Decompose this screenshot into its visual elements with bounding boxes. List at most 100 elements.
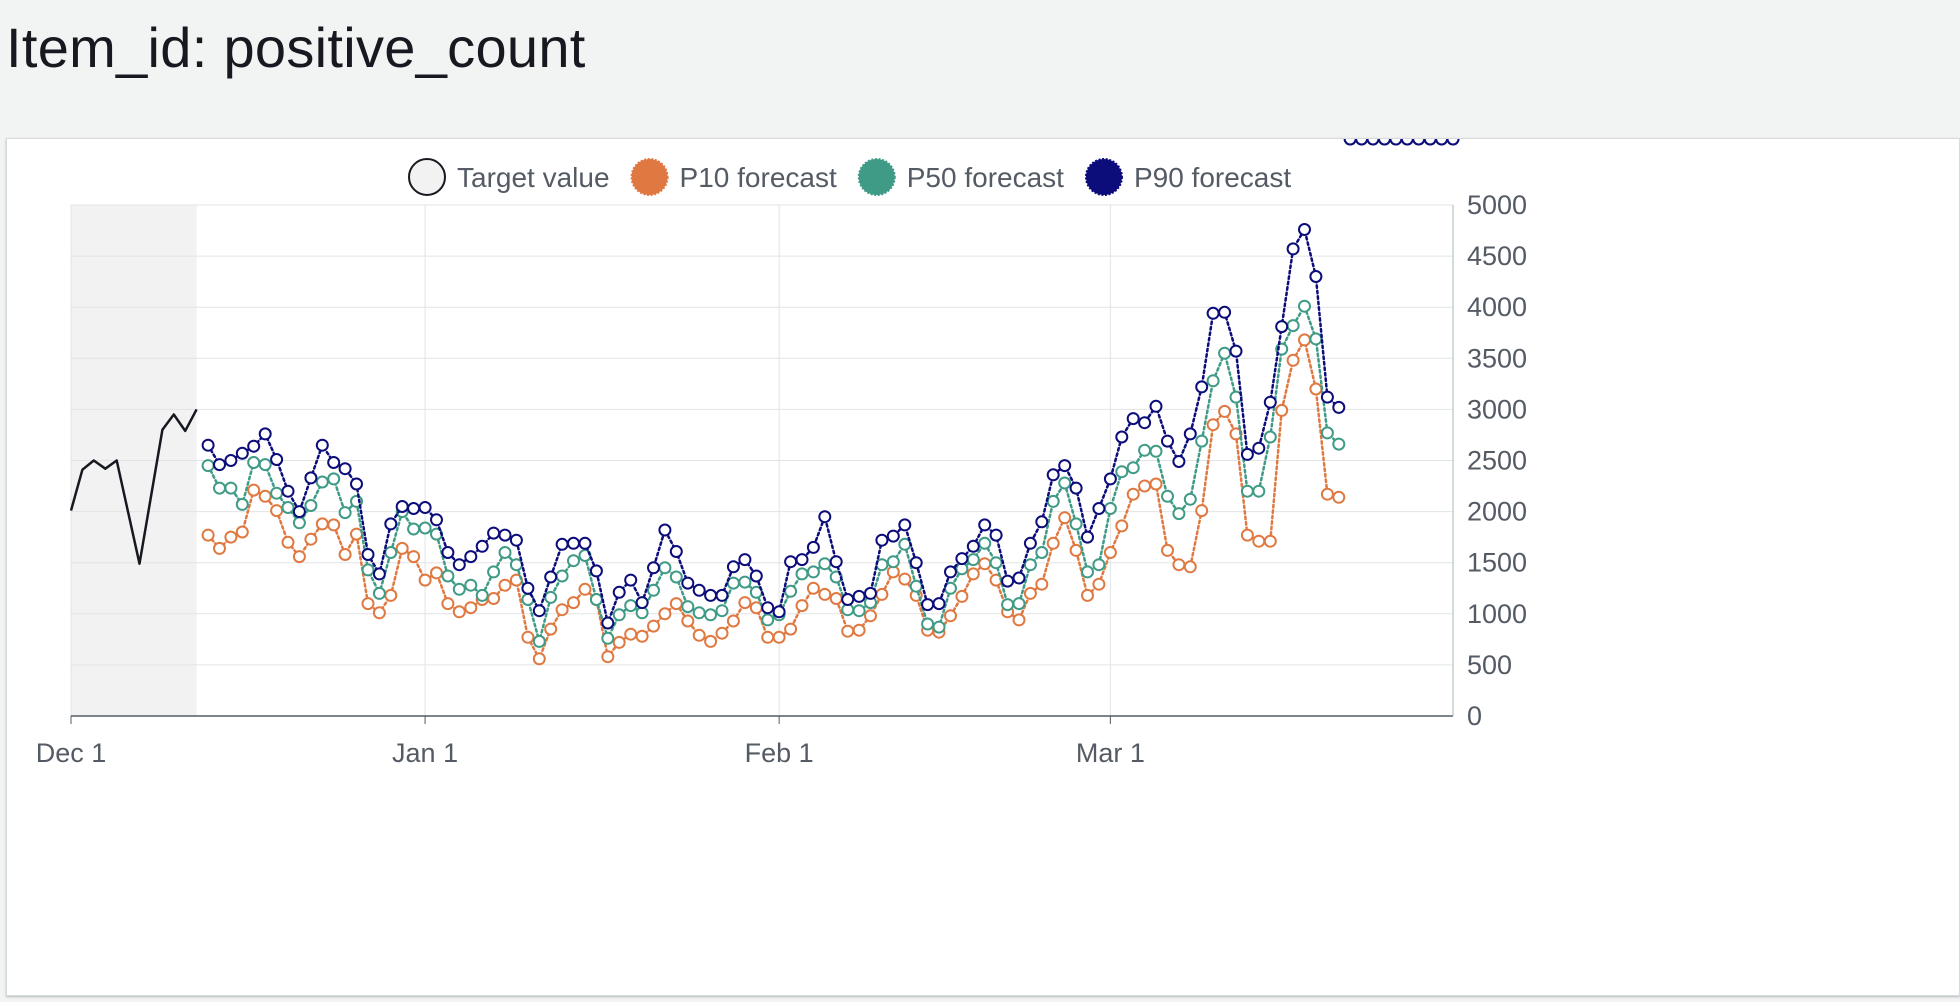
point-p90 xyxy=(875,533,889,547)
point-p10 xyxy=(715,626,729,640)
point-p90 xyxy=(1195,380,1209,394)
point-p50 xyxy=(784,584,798,598)
point-p90 xyxy=(567,536,580,550)
point-p90 xyxy=(395,500,409,513)
point-p90 xyxy=(612,585,626,599)
point-p50 xyxy=(1195,434,1209,448)
point-p50 xyxy=(1081,565,1094,579)
x-tick-label: Jan 1 xyxy=(392,738,458,768)
point-p50 xyxy=(281,501,295,514)
point-p90 xyxy=(795,553,809,567)
point-p10 xyxy=(658,607,672,621)
point-p10 xyxy=(1195,504,1209,518)
point-p10 xyxy=(864,609,877,623)
point-p90 xyxy=(1172,455,1186,468)
point-p10 xyxy=(1103,546,1117,559)
point-p90 xyxy=(555,537,569,551)
point-p90 xyxy=(601,616,615,630)
point-p50 xyxy=(647,583,660,597)
y-tick-label: 1500 xyxy=(1467,548,1527,578)
point-p10 xyxy=(1092,577,1106,591)
point-p10 xyxy=(1309,382,1323,396)
point-p10 xyxy=(966,567,980,581)
point-p50 xyxy=(978,536,992,550)
point-p10 xyxy=(795,599,809,613)
point-p10 xyxy=(372,606,386,620)
point-p50 xyxy=(1046,494,1060,508)
point-p10 xyxy=(509,573,523,587)
point-p90 xyxy=(761,601,775,615)
point-p90 xyxy=(1320,390,1334,404)
point-p90 xyxy=(944,565,957,579)
point-p90 xyxy=(589,564,603,578)
point-p90 xyxy=(1115,430,1129,444)
point-p90 xyxy=(384,517,398,531)
point-p50 xyxy=(1286,319,1300,333)
point-p50 xyxy=(464,578,478,592)
point-p90 xyxy=(898,518,912,532)
point-p10 xyxy=(1149,477,1163,491)
point-p90 xyxy=(1423,139,1437,146)
legend-label-target: Target value xyxy=(457,162,610,193)
point-p50 xyxy=(669,570,683,584)
point-p10 xyxy=(875,587,889,601)
point-p90 xyxy=(258,427,272,441)
point-p50 xyxy=(704,608,718,622)
point-p10 xyxy=(555,603,569,617)
point-p90 xyxy=(864,586,877,600)
legend-label-p50: P50 forecast xyxy=(907,162,1064,193)
point-p90 xyxy=(1149,399,1163,413)
point-p50 xyxy=(1161,489,1174,503)
point-p90 xyxy=(1069,481,1083,495)
point-p50 xyxy=(818,557,832,571)
point-p90 xyxy=(1309,270,1323,283)
point-p90 xyxy=(966,539,980,553)
point-p90 xyxy=(1218,305,1232,319)
point-p50 xyxy=(989,556,1003,570)
point-p90 xyxy=(544,570,558,584)
point-p50 xyxy=(1218,346,1232,360)
point-p10 xyxy=(1046,536,1060,550)
point-p10 xyxy=(955,589,969,603)
point-p90 xyxy=(1355,139,1369,146)
point-p90 xyxy=(681,576,695,590)
point-p90 xyxy=(1412,139,1426,146)
point-p90 xyxy=(772,605,786,619)
point-p10 xyxy=(898,572,912,586)
point-p90 xyxy=(213,458,226,472)
point-p90 xyxy=(224,454,238,467)
point-p50 xyxy=(761,613,775,627)
point-p90 xyxy=(829,555,843,569)
y-tick-label: 2000 xyxy=(1467,497,1527,527)
point-p10 xyxy=(1012,613,1026,627)
point-p10 xyxy=(1240,528,1254,542)
point-p90 xyxy=(624,573,638,587)
point-p10 xyxy=(1252,534,1266,548)
point-p90 xyxy=(784,555,798,569)
point-p90 xyxy=(498,528,512,542)
point-p50 xyxy=(201,459,215,473)
point-p50 xyxy=(555,569,569,583)
point-p90 xyxy=(1343,139,1357,146)
point-p90 xyxy=(818,510,832,524)
point-p10 xyxy=(726,614,740,628)
point-p90 xyxy=(350,477,363,491)
point-p10 xyxy=(338,548,352,561)
point-p10 xyxy=(704,634,718,648)
point-p90 xyxy=(1058,459,1072,473)
point-p50 xyxy=(612,608,626,622)
point-p90 xyxy=(578,536,592,550)
point-p50 xyxy=(966,553,980,567)
point-p50 xyxy=(1298,299,1311,313)
point-p10 xyxy=(601,650,615,664)
point-p50 xyxy=(1103,502,1117,515)
point-p90 xyxy=(715,588,729,602)
point-p90 xyxy=(338,462,352,476)
point-p90 xyxy=(1298,223,1311,236)
point-p10 xyxy=(1058,511,1072,525)
point-p90 xyxy=(726,560,740,574)
point-p90 xyxy=(1161,434,1174,448)
point-p50 xyxy=(658,561,672,575)
point-p50 xyxy=(1240,484,1254,498)
point-p10 xyxy=(213,541,226,555)
